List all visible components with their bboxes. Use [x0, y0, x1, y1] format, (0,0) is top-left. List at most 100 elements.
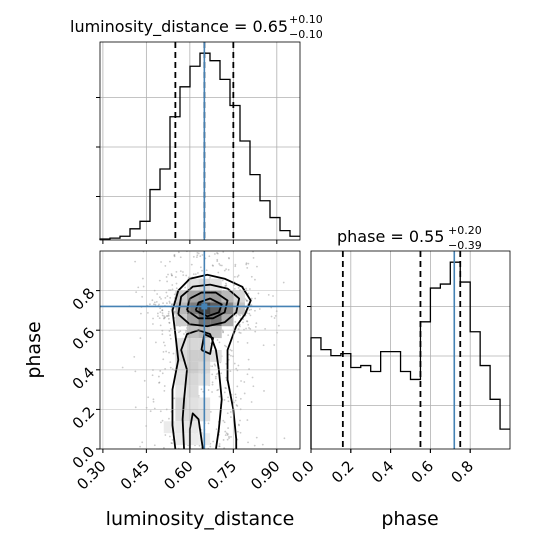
joint-scatter-point: [161, 309, 164, 312]
joint-scatter-point: [185, 331, 187, 334]
joint-scatter-point: [166, 302, 168, 305]
joint-scatter-point: [255, 322, 258, 325]
joint-scatter-point: [146, 312, 149, 314]
joint-scatter-point: [173, 253, 176, 256]
hist-phase-err-plus: +0.20: [448, 224, 482, 237]
joint-scatter-point: [141, 441, 144, 444]
joint-scatter-point: [166, 280, 169, 283]
joint-scatter-point: [224, 285, 226, 287]
joint-scatter-point: [155, 341, 157, 344]
hist-phase-err-minus: −0.39: [448, 239, 482, 252]
joint-scatter-point: [213, 363, 216, 366]
joint-scatter-point: [207, 422, 210, 425]
joint-scatter-point: [251, 376, 254, 379]
joint-scatter-point: [211, 373, 214, 376]
joint-scatter-point: [239, 332, 242, 334]
joint-scatter-point: [169, 334, 172, 337]
joint-scatter-point: [161, 372, 164, 375]
joint-scatter-point: [245, 262, 248, 265]
joint-scatter-point: [134, 370, 137, 373]
joint-density-cell: [210, 326, 222, 339]
joint-panel: 0.30 0.45 0.60 0.75 0.90 0.00.20.40.60.8: [69, 250, 301, 493]
joint-scatter-point: [175, 270, 178, 273]
joint-scatter-point: [239, 431, 242, 434]
joint-scatter-point: [160, 421, 162, 424]
joint-density-cell: [186, 397, 199, 410]
joint-scatter-point: [234, 265, 237, 268]
joint-scatter-point: [218, 445, 221, 448]
joint-scatter-point: [246, 373, 249, 376]
hist-luminosity-ticks: [96, 97, 278, 244]
joint-scatter-point: [179, 330, 182, 333]
joint-scatter-point: [238, 331, 241, 334]
joint-scatter-point: [238, 424, 240, 427]
joint-density-cell: [175, 314, 187, 327]
joint-scatter-point: [229, 411, 232, 413]
joint-truth-marker: [201, 303, 208, 310]
joint-scatter-point: [252, 257, 255, 259]
joint-scatter-point: [212, 440, 215, 443]
joint-scatter-point: [158, 279, 161, 282]
joint-scatter-point: [211, 365, 214, 368]
joint-scatter-point: [152, 317, 154, 320]
joint-scatter-point: [196, 254, 199, 257]
joint-scatter-point: [151, 299, 154, 302]
joint-scatter-point: [216, 252, 218, 254]
joint-scatter-point: [177, 251, 180, 254]
joint-scatter-point: [247, 323, 250, 326]
p2-xtick-label-0: 0.0: [288, 457, 318, 487]
joint-scatter-point: [149, 303, 151, 306]
joint-scatter-point: [170, 273, 173, 275]
joint-scatter-point: [182, 274, 185, 277]
joint-scatter-point: [153, 444, 156, 447]
joint-scatter-point: [248, 327, 250, 329]
joint-scatter-point: [225, 387, 227, 390]
joint-xtick-label-2: 0.60: [160, 457, 196, 493]
joint-scatter-point: [226, 412, 229, 415]
joint-scatter-point: [158, 381, 161, 384]
joint-scatter-point: [161, 314, 164, 317]
joint-scatter-point: [164, 316, 167, 319]
joint-scatter-point: [161, 309, 164, 312]
joint-scatter-point: [174, 276, 177, 278]
joint-scatter-point: [209, 276, 211, 279]
joint-scatter-point: [169, 296, 172, 299]
joint-scatter-point: [250, 308, 253, 311]
joint-scatter-point: [233, 362, 236, 365]
joint-scatter-point: [192, 273, 195, 276]
joint-scatter-point: [237, 430, 239, 433]
joint-scatter-point: [216, 258, 219, 261]
hist-phase-quantiles: [341, 251, 462, 449]
joint-scatter-point: [219, 361, 222, 364]
joint-scatter-point: [245, 320, 248, 323]
joint-scatter-point: [245, 327, 247, 330]
joint-scatter-point: [152, 303, 155, 306]
y-axis-label-phase: phase: [23, 321, 45, 378]
joint-density-cell: [175, 350, 187, 362]
joint-scatter-point: [227, 268, 230, 271]
joint-scatter-point: [137, 286, 140, 289]
joint-scatter-point: [171, 288, 174, 291]
joint-frame: [99, 250, 301, 450]
joint-scatter-point: [243, 381, 246, 383]
joint-contour-3: [194, 297, 223, 318]
joint-xtick-label-3: 0.75: [204, 457, 240, 493]
joint-scatter-point: [236, 385, 239, 388]
joint-scatter-point: [215, 373, 218, 376]
joint-scatter-point: [199, 266, 202, 269]
joint-scatter-point: [252, 385, 255, 388]
joint-density-cell: [186, 373, 199, 386]
joint-scatter-point: [185, 274, 188, 277]
joint-density-cell: [186, 350, 199, 362]
joint-scatter-point: [235, 396, 237, 399]
joint-scatter-point: [224, 386, 227, 389]
joint-scatter-point: [168, 417, 170, 420]
joint-scatter-point: [238, 324, 241, 327]
joint-scatter-point: [160, 261, 162, 263]
joint-scatter-point: [134, 260, 137, 263]
joint-scatter-point: [163, 385, 166, 387]
joint-scatter-point: [270, 315, 273, 318]
joint-scatter-point: [282, 281, 285, 284]
joint-scatter-point: [245, 287, 247, 290]
joint-scatter-point: [222, 331, 224, 334]
